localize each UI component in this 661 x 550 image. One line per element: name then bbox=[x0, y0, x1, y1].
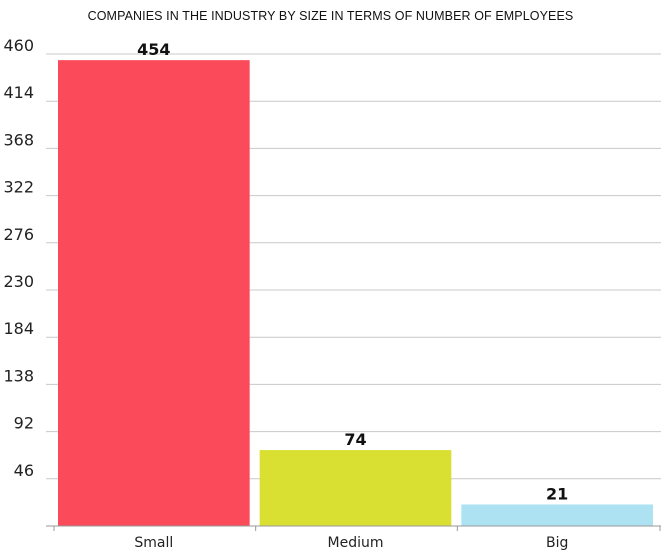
bar-small bbox=[58, 60, 250, 526]
y-tick-label: 92 bbox=[14, 414, 34, 433]
x-category-label: Big bbox=[546, 535, 568, 550]
value-labels: 454 74 21 bbox=[137, 40, 568, 503]
x-category-label: Small bbox=[134, 535, 173, 550]
bar-big bbox=[461, 504, 653, 526]
y-tick-label: 138 bbox=[3, 366, 34, 385]
y-tick-label: 230 bbox=[3, 272, 34, 291]
y-tick-label: 184 bbox=[3, 319, 34, 338]
value-label: 21 bbox=[546, 484, 568, 503]
y-tick-label: 322 bbox=[3, 178, 34, 197]
y-tick-label: 368 bbox=[3, 130, 34, 149]
y-tick-label: 460 bbox=[3, 36, 34, 55]
bars bbox=[58, 60, 653, 526]
x-category-label: Medium bbox=[328, 535, 384, 550]
y-tick-label: 46 bbox=[14, 461, 34, 480]
chart-title: COMPANIES IN THE INDUSTRY BY SIZE IN TER… bbox=[87, 9, 574, 23]
y-tick-label: 414 bbox=[3, 83, 34, 102]
y-tick-label: 276 bbox=[3, 225, 34, 244]
bar-medium bbox=[259, 450, 452, 526]
value-label: 454 bbox=[137, 40, 170, 59]
value-label: 74 bbox=[344, 430, 366, 449]
y-axis-ticks: 46 92 138 184 230 276 322 368 414 460 bbox=[3, 36, 34, 480]
x-axis: Small Medium Big bbox=[46, 525, 661, 550]
